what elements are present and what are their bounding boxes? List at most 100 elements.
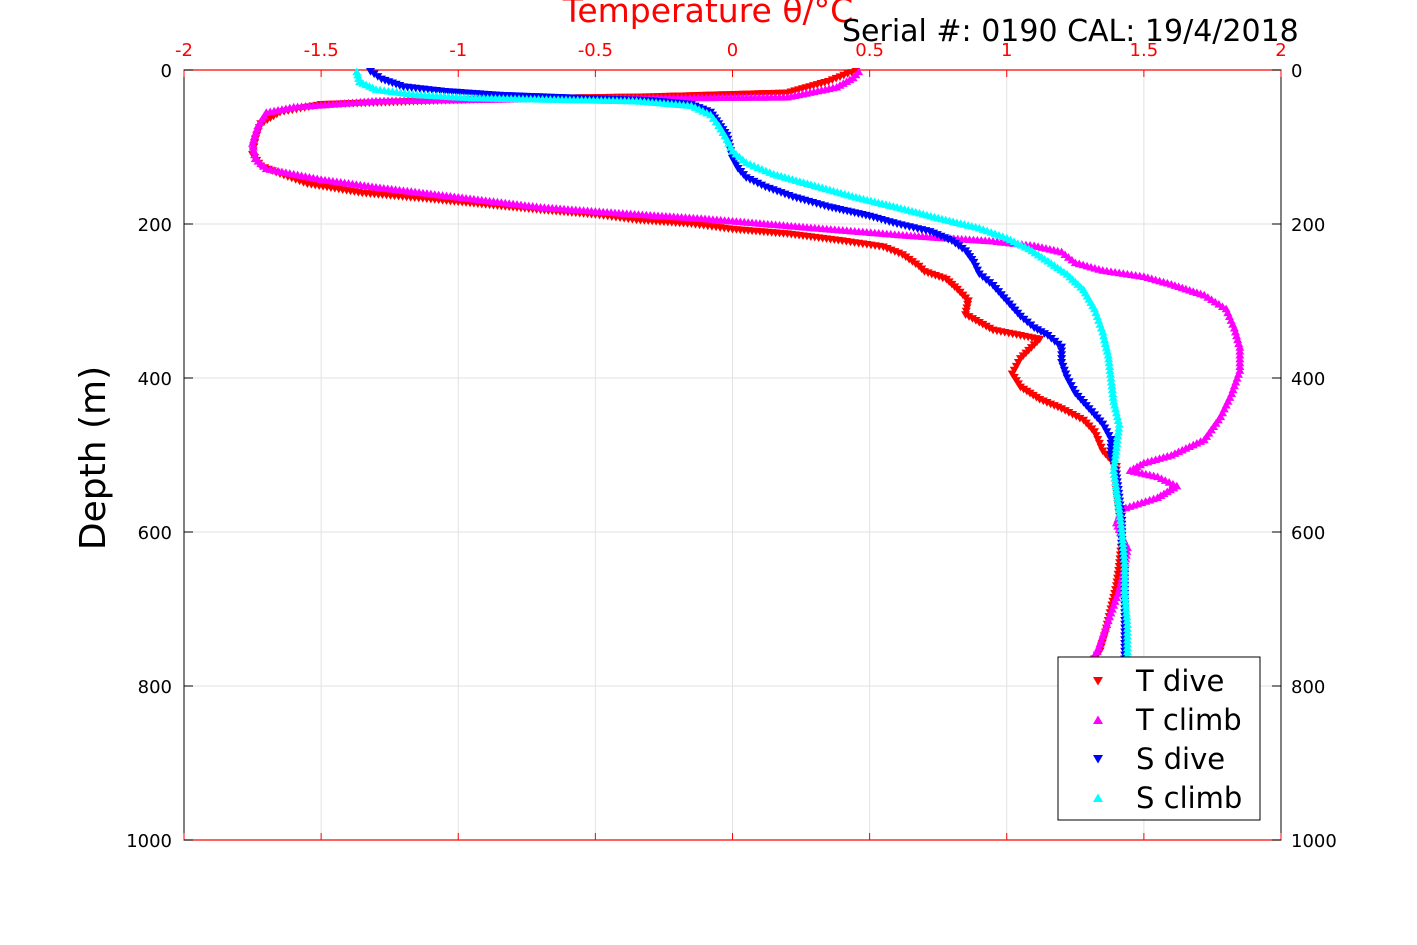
legend-marker: [1093, 677, 1103, 686]
data-point: [1120, 581, 1130, 590]
data-point: [1107, 381, 1117, 390]
data-point: [1117, 531, 1127, 540]
data-point: [1122, 628, 1132, 636]
axis-ticks: [183, 69, 1282, 841]
legend-label: S dive: [1136, 742, 1225, 776]
data-point: [1106, 377, 1116, 386]
x-tick-label: 0.5: [855, 40, 884, 61]
data-point: [1112, 489, 1122, 498]
y-tick-label-left: 1000: [126, 831, 172, 852]
data-point: [1106, 373, 1116, 382]
data-point: [971, 317, 981, 325]
x-tick-label: 1: [1001, 40, 1012, 61]
data-point: [1113, 416, 1123, 424]
data-point: [1112, 412, 1122, 421]
data-point: [1121, 601, 1131, 609]
data-point: [1057, 355, 1067, 363]
series-t-climb: [248, 67, 1245, 663]
data-point: [1120, 593, 1130, 602]
data-point: [1120, 558, 1130, 567]
y-tick-label-right: 1000: [1291, 831, 1337, 852]
data-point: [1068, 385, 1078, 394]
data-point: [1058, 362, 1068, 371]
data-point: [1060, 407, 1070, 415]
x-axis-title: Temperature θ/°C: [562, 0, 853, 30]
data-point: [1120, 566, 1130, 575]
data-point: [1111, 404, 1121, 413]
data-point: [1119, 547, 1129, 555]
data-point: [1098, 420, 1108, 429]
data-point: [1112, 439, 1122, 448]
data-point: [1235, 347, 1245, 355]
data-point: [1064, 378, 1074, 386]
y-tick-label-right: 600: [1291, 523, 1325, 544]
data-point: [1115, 512, 1125, 521]
data-point: [1235, 354, 1245, 363]
data-point: [1120, 597, 1130, 605]
data-point: [1107, 385, 1117, 394]
data-point: [1075, 414, 1085, 423]
data-point: [1057, 405, 1067, 413]
data-point: [1102, 428, 1112, 436]
data-point: [969, 258, 979, 267]
data-point: [981, 322, 991, 331]
x-tick-label: 0: [727, 40, 738, 61]
y-tick-label-right: 400: [1291, 369, 1325, 390]
data-point: [1116, 524, 1126, 532]
data-point: [1111, 408, 1121, 417]
data-point: [1104, 358, 1114, 367]
data-point: [1064, 409, 1074, 417]
data-point: [1036, 328, 1046, 336]
data-point: [1235, 358, 1245, 367]
data-point: [1109, 470, 1119, 478]
data-point: [1108, 389, 1118, 397]
data-point: [1104, 354, 1114, 363]
legend-marker: [1093, 755, 1103, 764]
data-point: [1039, 330, 1049, 338]
data-point: [1098, 327, 1108, 336]
data-point: [1116, 520, 1126, 528]
data-point: [248, 139, 258, 147]
data-point: [967, 315, 977, 323]
y-axis-title: Depth (m): [73, 366, 114, 550]
legend-marker: [1093, 793, 1103, 802]
legend: T dive T climb S dive S climb: [1057, 656, 1261, 821]
data-point: [1111, 481, 1121, 490]
data-point: [1109, 397, 1119, 405]
y-tick-label-left: 800: [138, 677, 172, 698]
data-series: [248, 67, 1245, 664]
data-point: [1099, 331, 1109, 340]
vertical-gridlines: [320, 70, 1145, 840]
data-point: [1057, 343, 1067, 352]
data-point: [1111, 485, 1121, 494]
data-point: [1059, 366, 1069, 375]
x-tick-label: -0.5: [578, 40, 613, 61]
data-point: [250, 150, 260, 159]
data-point: [1111, 447, 1121, 455]
y-tick-labels-right: 0 200 400 600 800 1000: [1291, 61, 1337, 852]
data-point: [1091, 432, 1101, 440]
data-point: [1103, 350, 1113, 359]
data-point: [1106, 439, 1116, 448]
x-tick-label: -1: [449, 40, 467, 61]
data-point: [1011, 362, 1021, 371]
data-point: [1113, 497, 1123, 505]
data-point: [1111, 443, 1121, 451]
series-s-climb: [352, 67, 1132, 663]
data-point: [1235, 350, 1245, 359]
legend-box: [1057, 656, 1261, 821]
data-point: [1109, 462, 1119, 471]
data-point: [1093, 436, 1103, 444]
data-point: [1110, 474, 1120, 482]
data-point: [1105, 362, 1115, 371]
data-point: [248, 142, 258, 151]
data-point: [1122, 624, 1132, 632]
y-tick-label-right: 800: [1291, 677, 1325, 698]
legend-marker: [1093, 715, 1103, 724]
data-point: [1121, 604, 1131, 613]
data-point: [1090, 428, 1100, 436]
data-point: [1106, 443, 1116, 452]
data-point: [1033, 326, 1043, 334]
data-point: [1118, 543, 1128, 551]
data-point: [1057, 347, 1067, 356]
